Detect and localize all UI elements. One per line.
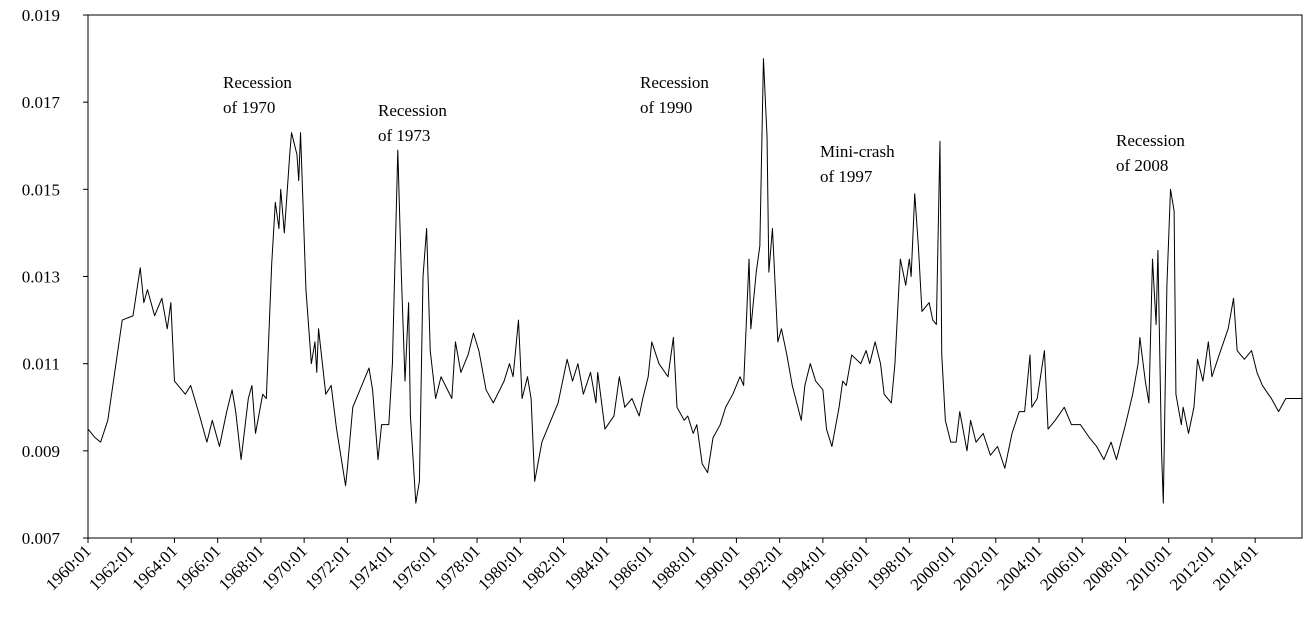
- annotation: Recession: [378, 101, 447, 120]
- x-tick-label: 1974:01: [345, 541, 398, 594]
- x-tick-label: 2014:01: [1209, 541, 1262, 594]
- x-tick-label: 1976:01: [388, 541, 441, 594]
- x-tick-label: 1966:01: [172, 541, 225, 594]
- x-tick-label: 2004:01: [993, 541, 1046, 594]
- x-tick-label: 1990:01: [690, 541, 743, 594]
- x-tick-label: 1984:01: [561, 541, 614, 594]
- x-tick-label: 1988:01: [647, 541, 700, 594]
- x-tick-label: 1978:01: [431, 541, 484, 594]
- x-tick-label: 2000:01: [907, 541, 960, 594]
- y-tick-label: 0.015: [22, 180, 60, 199]
- x-tick-label: 1960:01: [42, 541, 95, 594]
- x-tick-label: 1970:01: [258, 541, 311, 594]
- x-tick-label: 1964:01: [128, 541, 181, 594]
- x-tick-label: 2012:01: [1166, 541, 1219, 594]
- x-tick-label: 1996:01: [820, 541, 873, 594]
- x-tick-label: 2002:01: [950, 541, 1003, 594]
- annotation: of 1973: [378, 126, 430, 145]
- annotation: of 1997: [820, 167, 873, 186]
- annotation: Recession: [1116, 131, 1185, 150]
- annotation: of 1970: [223, 98, 275, 117]
- x-tick-label: 2006:01: [1036, 541, 1089, 594]
- x-tick-label: 2010:01: [1123, 541, 1176, 594]
- x-tick-label: 1972:01: [301, 541, 354, 594]
- y-tick-label: 0.019: [22, 6, 60, 25]
- x-tick-label: 1994:01: [777, 541, 830, 594]
- y-tick-label: 0.013: [22, 268, 60, 287]
- x-tick-label: 1998:01: [863, 541, 916, 594]
- y-tick-label: 0.011: [22, 355, 60, 374]
- x-tick-label: 1992:01: [734, 541, 787, 594]
- annotation: of 1990: [640, 98, 692, 117]
- x-tick-label: 1962:01: [85, 541, 138, 594]
- annotation: Mini-crash: [820, 142, 895, 161]
- series-line: [87, 58, 1302, 504]
- x-tick-label: 1968:01: [215, 541, 268, 594]
- x-tick-label: 2008:01: [1079, 541, 1132, 594]
- annotation: Recession: [640, 73, 709, 92]
- y-tick-label: 0.009: [22, 442, 60, 461]
- x-tick-label: 1986:01: [604, 541, 657, 594]
- x-tick-label: 1982:01: [517, 541, 570, 594]
- y-tick-label: 0.007: [22, 529, 61, 548]
- annotation: Recession: [223, 73, 292, 92]
- annotation: of 2008: [1116, 156, 1168, 175]
- x-tick-label: 1980:01: [474, 541, 527, 594]
- y-tick-label: 0.017: [22, 93, 61, 112]
- plot-frame: [87, 14, 1303, 539]
